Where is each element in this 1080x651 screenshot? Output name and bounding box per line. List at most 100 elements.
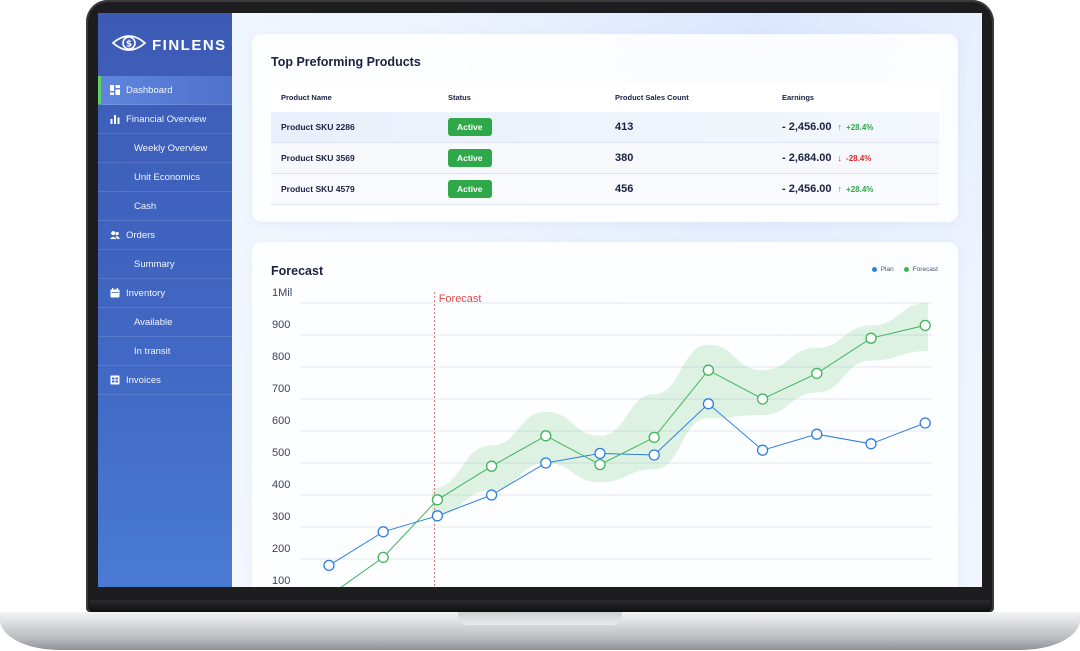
forecast-chart[interactable]: 1Mil 900 800 700 600 500 400 300 200 100 Forecast	[252, 242, 958, 587]
main-content: Top Preforming Products Product Name Sta…	[232, 13, 982, 587]
legend-item-forecast[interactable]: Forecast	[903, 266, 938, 273]
column-header-status[interactable]: Status	[448, 92, 471, 102]
sales-count: 380	[615, 152, 634, 164]
y-tick-label: 200	[272, 543, 290, 555]
sidebar-item-label: Orders	[126, 229, 156, 241]
earnings-value: - 2,456.00	[782, 121, 832, 133]
forecast-card: Forecast Plan Forecast 1Mil 900 800 700 600 5…	[252, 242, 958, 587]
legend-label: Plan	[880, 266, 894, 273]
earnings-value: - 2,684.00	[782, 152, 832, 164]
status-badge[interactable]: Active	[448, 149, 492, 167]
data-point-plan	[919, 417, 931, 429]
brand-logo[interactable]: $ FINLENS	[111, 33, 227, 58]
arrow-up-icon: ↑	[837, 184, 843, 194]
data-point-plan	[702, 398, 715, 410]
data-point-plan	[648, 449, 660, 461]
sales-count: 456	[615, 183, 634, 195]
laptop-notch	[458, 612, 622, 625]
y-tick-label: 700	[272, 383, 290, 395]
invoice-icon	[110, 375, 120, 385]
sidebar-item-dashboard[interactable]: Dashboard	[98, 76, 232, 105]
sidebar-item-in-transit[interactable]: In transit	[98, 337, 232, 366]
data-point-forecast	[648, 431, 660, 444]
top-products-title: Top Preforming Products	[271, 55, 421, 69]
sidebar-item-label: In transit	[134, 345, 171, 357]
table-row[interactable]: Product SKU 3569 Active 380 - 2,684.00 ↓…	[271, 143, 939, 174]
y-tick-label: 100	[272, 575, 290, 587]
table-row[interactable]: Product SKU 2286 Active 413 - 2,456.00 ↑…	[271, 112, 939, 143]
earnings-delta: ↑ +28.4%	[838, 184, 874, 194]
data-point-forecast	[702, 364, 715, 376]
data-point-forecast	[811, 367, 823, 380]
bar-chart-icon	[110, 114, 120, 124]
data-point-plan	[811, 428, 823, 440]
forecast-title: Forecast	[271, 264, 324, 278]
sidebar-item-weekly-overview[interactable]: Weekly Overview	[98, 134, 232, 163]
svg-text:$: $	[126, 39, 132, 49]
laptop-hinge	[90, 600, 990, 612]
data-point-plan	[485, 489, 498, 501]
sidebar-item-available[interactable]: Available	[98, 308, 232, 337]
users-icon	[110, 230, 120, 240]
legend-item-plan[interactable]: Plan	[871, 266, 894, 273]
sidebar-item-financial-overview[interactable]: Financial Overview	[98, 105, 232, 134]
earnings-delta: ↑ +28.4%	[838, 122, 874, 132]
y-tick-label: 900	[272, 319, 290, 331]
eye-dollar-icon: $	[111, 33, 147, 58]
sidebar-item-label: Financial Overview	[126, 113, 207, 125]
sidebar-item-label: Weekly Overview	[134, 142, 208, 154]
series-line-forecast	[340, 324, 926, 587]
status-badge[interactable]: Active	[448, 180, 492, 198]
brand-name: FINLENS	[152, 36, 227, 54]
table-header: Product Name Status Product Sales Count …	[271, 82, 939, 112]
data-point-forecast	[594, 458, 606, 471]
series-line-plan	[328, 403, 926, 566]
data-point-plan	[756, 444, 769, 456]
y-tick-label: 1Mil	[272, 287, 292, 299]
sidebar-item-label: Summary	[134, 258, 175, 270]
sidebar-item-label: Available	[134, 316, 173, 328]
data-point-forecast	[756, 393, 769, 405]
sidebar-item-unit-economics[interactable]: Unit Economics	[98, 163, 232, 192]
sidebar-item-summary[interactable]: Summary	[98, 250, 232, 279]
arrow-up-icon: ↑	[837, 122, 843, 132]
sidebar-item-inventory[interactable]: Inventory	[98, 279, 232, 308]
data-point-forecast	[485, 460, 498, 472]
dashboard-icon	[110, 85, 120, 95]
status-badge[interactable]: Active	[448, 118, 492, 136]
data-point-forecast	[540, 430, 552, 442]
sidebar-item-label: Cash	[134, 200, 157, 212]
chart-legend: Plan Forecast	[862, 266, 938, 273]
calendar-icon	[110, 288, 120, 298]
sidebar-item-label: Inventory	[126, 287, 166, 299]
data-point-forecast	[377, 551, 389, 564]
earnings-delta: ↓ -28.4%	[838, 153, 872, 163]
delta-value: +28.4%	[846, 122, 874, 132]
sidebar: $ FINLENS Dashboard Financial Overview W…	[98, 13, 232, 587]
data-point-plan	[865, 438, 877, 450]
legend-dot-plan	[871, 267, 877, 272]
table-row[interactable]: Product SKU 4579 Active 456 - 2,456.00 ↑…	[271, 174, 939, 205]
data-point-plan	[594, 447, 606, 460]
screen: $ FINLENS Dashboard Financial Overview W…	[98, 13, 982, 587]
products-table: Product Name Status Product Sales Count …	[271, 82, 939, 205]
column-header-product-name[interactable]: Product Name	[281, 92, 332, 102]
y-tick-label: 600	[272, 415, 290, 427]
sidebar-item-invoices[interactable]: Invoices	[98, 366, 232, 395]
sidebar-item-cash[interactable]: Cash	[98, 192, 232, 221]
forecast-marker-label: Forecast	[439, 293, 482, 305]
delta-value: +28.4%	[846, 184, 874, 194]
column-header-sales-count[interactable]: Product Sales Count	[615, 92, 689, 102]
earnings-value: - 2,456.00	[782, 183, 832, 195]
sidebar-item-orders[interactable]: Orders	[98, 221, 232, 250]
data-point-plan	[323, 559, 335, 572]
y-tick-label: 800	[272, 351, 290, 363]
sidebar-item-label: Dashboard	[126, 84, 173, 96]
data-point-plan	[540, 457, 552, 469]
data-point-forecast	[431, 494, 444, 506]
legend-dot-forecast	[903, 267, 909, 272]
arrow-down-icon: ↓	[837, 153, 843, 163]
legend-label: Forecast	[912, 266, 938, 273]
column-header-earnings[interactable]: Earnings	[782, 92, 815, 102]
delta-value: -28.4%	[846, 153, 872, 163]
